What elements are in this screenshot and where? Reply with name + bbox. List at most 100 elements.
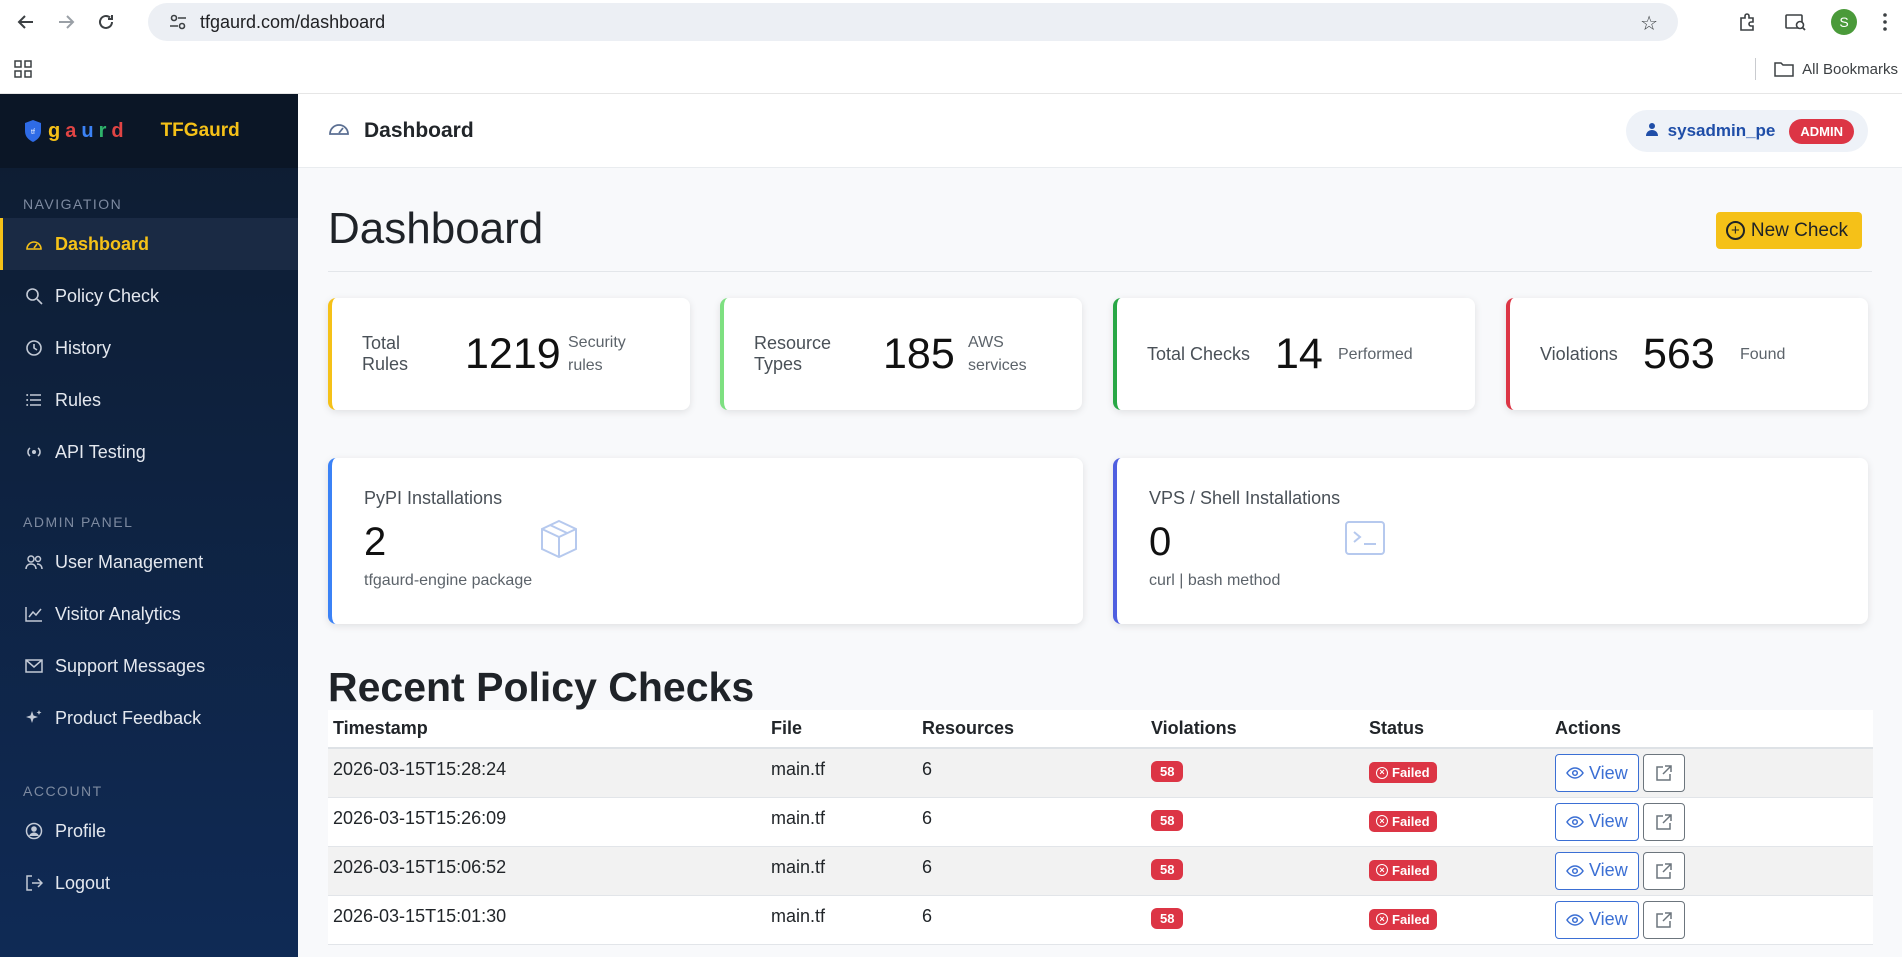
pypi-installations-card: PyPI Installations 2 tfgaurd-engine pack…: [328, 458, 1083, 624]
open-external-button[interactable]: [1642, 754, 1685, 792]
cell-status: × Failed: [1364, 895, 1550, 945]
status-badge: × Failed: [1369, 810, 1437, 832]
reload-icon: [99, 14, 113, 29]
stat-label: Resource Types: [754, 333, 832, 374]
view-button[interactable]: View: [1555, 851, 1639, 890]
table-header-row: Timestamp File Resources Violations Stat…: [328, 710, 1873, 749]
svg-text:tf: tf: [31, 129, 35, 136]
vps-shell-installations-card: VPS / Shell Installations 0 curl | bash …: [1113, 458, 1868, 624]
arrow-right-icon: [59, 15, 75, 29]
sparkle-icon: [25, 709, 43, 727]
terminal-icon: [1344, 520, 1386, 561]
sidebar-item-profile[interactable]: Profile: [0, 805, 298, 857]
cell-violations: 58: [1146, 797, 1364, 847]
forward-button[interactable]: [46, 0, 86, 44]
profile-avatar[interactable]: S: [1820, 9, 1868, 35]
open-external-button[interactable]: [1642, 900, 1685, 939]
app: tf gaurd TFGaurd NAVIGATION Dashboard Po…: [0, 94, 1902, 957]
open-external-button[interactable]: [1642, 851, 1685, 890]
sidebar-item-label: Logout: [55, 872, 111, 893]
brand[interactable]: tf gaurd TFGaurd: [0, 94, 298, 168]
sidebar-item-policy-check[interactable]: Policy Check: [0, 270, 298, 322]
sidebar-item-product-feedback[interactable]: Product Feedback: [0, 692, 298, 744]
stat-label: Total Checks: [1147, 343, 1251, 364]
logout-icon: [25, 874, 43, 892]
site-settings-icon[interactable]: [160, 14, 196, 30]
tab-search-icon[interactable]: [1772, 12, 1820, 32]
cell-resources: 6: [917, 748, 1146, 798]
sidebar-item-label: Product Feedback: [55, 707, 202, 728]
recent-checks-table: Timestamp File Resources Violations Stat…: [328, 710, 1873, 945]
sidebar-item-label: Visitor Analytics: [55, 603, 181, 624]
user-icon: [1645, 122, 1658, 141]
sidebar-item-visitor-analytics[interactable]: Visitor Analytics: [0, 588, 298, 640]
sidebar-item-api-testing[interactable]: API Testing: [0, 426, 298, 478]
all-bookmarks-label[interactable]: All Bookmarks: [1802, 60, 1898, 78]
package-icon: [538, 518, 580, 565]
sidebar-item-label: Policy Check: [55, 285, 160, 306]
sidebar-item-dashboard[interactable]: Dashboard: [0, 218, 298, 270]
brand-letter: a: [65, 119, 82, 142]
sidebar-item-label: Dashboard: [55, 233, 150, 254]
cell-actions: View: [1550, 846, 1873, 896]
sidebar-item-logout[interactable]: Logout: [0, 857, 298, 909]
sidebar-item-label: Support Messages: [55, 655, 206, 676]
sidebar-item-rules[interactable]: Rules: [0, 374, 298, 426]
shield-icon: tf: [25, 120, 41, 142]
chart-line-icon: [25, 605, 43, 623]
all-bookmarks[interactable]: All Bookmarks: [1755, 58, 1898, 80]
violations-badge: 58: [1151, 809, 1184, 831]
bookmarks-bar: All Bookmarks: [0, 44, 1902, 94]
card-sub: curl | bash method: [1149, 572, 1281, 589]
bookmark-star-icon[interactable]: ☆: [1640, 13, 1658, 35]
gauge-icon: [328, 119, 350, 142]
clock-icon: [25, 339, 43, 357]
new-check-button[interactable]: + New Check: [1715, 212, 1862, 249]
column-header: Violations: [1146, 710, 1364, 749]
x-circle-icon: ×: [1376, 815, 1388, 827]
user-menu[interactable]: sysadmin_pe ADMIN: [1625, 110, 1868, 152]
column-header: Resources: [917, 710, 1146, 749]
open-external-button[interactable]: [1642, 802, 1685, 841]
apps-grid-icon[interactable]: [14, 60, 32, 83]
reload-button[interactable]: [86, 0, 126, 44]
brand-logo: tf gaurd: [24, 119, 129, 143]
view-button[interactable]: View: [1555, 900, 1639, 939]
menu-dots-icon[interactable]: [1868, 13, 1902, 31]
cell-resources: 6: [917, 846, 1146, 896]
address-bar[interactable]: tfgaurd.com/dashboard ☆: [148, 3, 1678, 41]
table-row: 2026-03-15T15:28:24 main.tf 6 58 × Failed…: [328, 748, 1873, 798]
brand-name: TFGaurd: [160, 120, 240, 141]
new-check-label: New Check: [1750, 219, 1848, 241]
envelope-icon: [25, 657, 43, 675]
external-link-icon: [1655, 862, 1672, 879]
profile-initial: S: [1831, 9, 1857, 35]
sidebar-item-support-messages[interactable]: Support Messages: [0, 640, 298, 692]
eye-icon: [1566, 767, 1584, 779]
view-button[interactable]: View: [1555, 802, 1639, 841]
stat-value: 185: [883, 329, 955, 378]
cell-timestamp: 2026-03-15T15:28:24: [328, 748, 766, 798]
sidebar-item-user-management[interactable]: User Management: [0, 536, 298, 588]
brand-letter: r: [98, 119, 112, 142]
cell-status: × Failed: [1364, 846, 1550, 896]
gauge-icon: [25, 235, 43, 253]
stat-sub: Security rules: [568, 334, 626, 374]
view-button[interactable]: View: [1555, 754, 1639, 792]
x-circle-icon: ×: [1376, 913, 1388, 925]
cell-resources: 6: [917, 797, 1146, 847]
extensions-icon[interactable]: [1724, 12, 1772, 32]
stat-value: 1219: [465, 329, 561, 378]
cell-actions: View: [1550, 895, 1873, 945]
card-label: VPS / Shell Installations: [1149, 488, 1341, 508]
column-header: Status: [1364, 710, 1550, 749]
admin-section-label: ADMIN PANEL: [23, 514, 134, 530]
sidebar-item-history[interactable]: History: [0, 322, 298, 374]
topbar: Dashboard sysadmin_pe ADMIN: [298, 94, 1902, 168]
back-button[interactable]: [6, 0, 46, 44]
x-circle-icon: ×: [1376, 766, 1388, 779]
sidebar-item-label: User Management: [55, 551, 204, 572]
divider: [328, 271, 1872, 272]
url-text[interactable]: tfgaurd.com/dashboard: [200, 11, 386, 32]
cell-timestamp: 2026-03-15T15:01:30: [328, 895, 766, 945]
